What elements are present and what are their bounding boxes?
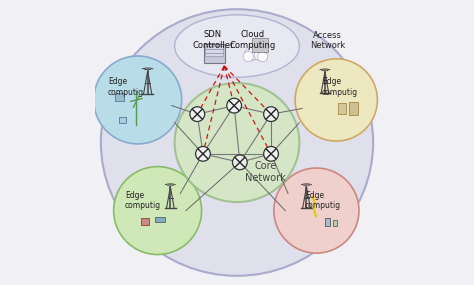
- Circle shape: [254, 48, 267, 61]
- Circle shape: [264, 107, 278, 121]
- FancyBboxPatch shape: [203, 44, 225, 62]
- Circle shape: [94, 56, 182, 144]
- Circle shape: [114, 167, 201, 255]
- Text: Edge
computig: Edge computig: [108, 77, 144, 97]
- Bar: [349, 102, 357, 115]
- Circle shape: [257, 52, 268, 62]
- Ellipse shape: [101, 9, 373, 276]
- Bar: [338, 103, 346, 114]
- Circle shape: [295, 59, 377, 141]
- Ellipse shape: [174, 15, 300, 77]
- FancyBboxPatch shape: [252, 38, 268, 52]
- Circle shape: [190, 107, 205, 121]
- Text: Access
Network: Access Network: [310, 31, 346, 50]
- FancyBboxPatch shape: [205, 50, 222, 53]
- Text: Core
Network: Core Network: [245, 161, 286, 182]
- Bar: [141, 218, 149, 225]
- Text: Edge
computig: Edge computig: [125, 191, 161, 210]
- Circle shape: [264, 146, 278, 161]
- FancyBboxPatch shape: [205, 53, 222, 56]
- Bar: [333, 221, 337, 226]
- Circle shape: [248, 45, 263, 60]
- Text: Cloud
Computing: Cloud Computing: [229, 30, 276, 50]
- Circle shape: [243, 52, 254, 62]
- FancyBboxPatch shape: [205, 46, 222, 49]
- Bar: [155, 217, 165, 222]
- Ellipse shape: [174, 83, 300, 202]
- Circle shape: [196, 146, 210, 161]
- Circle shape: [227, 98, 242, 113]
- Bar: [115, 93, 124, 101]
- Text: Edge
computig: Edge computig: [322, 77, 358, 97]
- Text: SDN
Controller: SDN Controller: [192, 30, 234, 50]
- Bar: [325, 218, 330, 226]
- Circle shape: [245, 48, 257, 61]
- Text: Edge
computig: Edge computig: [305, 191, 341, 210]
- Bar: [118, 117, 126, 123]
- Circle shape: [232, 155, 247, 170]
- Circle shape: [274, 168, 359, 253]
